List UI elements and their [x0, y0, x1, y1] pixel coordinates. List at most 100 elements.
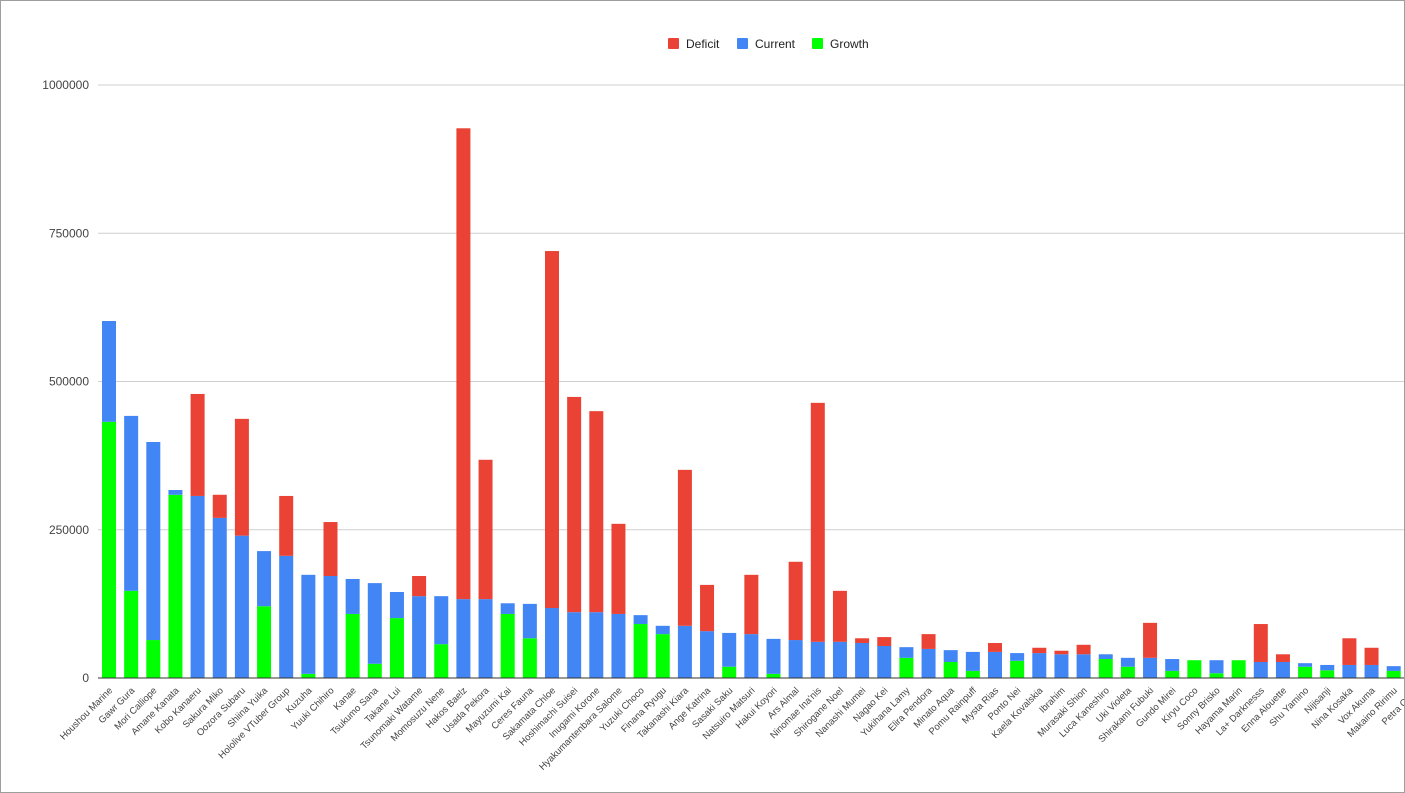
bar-current	[766, 638, 781, 674]
bar-current	[545, 608, 559, 678]
bar-deficit	[234, 418, 249, 536]
bar-current	[877, 645, 892, 678]
bar-current	[1209, 660, 1224, 674]
bar-growth	[1320, 670, 1335, 678]
bar-growth	[943, 661, 958, 678]
bar-current	[899, 647, 914, 658]
bar-deficit	[1076, 644, 1091, 655]
bar-deficit	[478, 459, 493, 600]
bar-growth	[633, 624, 648, 678]
bar-growth	[1165, 670, 1180, 678]
bar-current	[744, 634, 759, 678]
bar-growth	[1298, 666, 1313, 678]
bar-growth	[522, 638, 537, 678]
bar-deficit	[988, 643, 1002, 652]
bar-growth	[1209, 673, 1224, 678]
bar-current	[988, 651, 1002, 678]
bar-current	[1120, 657, 1135, 667]
bar-growth	[1231, 660, 1246, 678]
legend-label-current: Current	[755, 37, 796, 51]
bar-current	[1010, 653, 1025, 661]
bar-current	[788, 640, 803, 678]
bar-growth	[1386, 670, 1401, 678]
bar-current	[700, 631, 715, 678]
bar-current	[722, 632, 737, 667]
bar-deficit	[855, 638, 870, 644]
bar-growth	[766, 673, 781, 678]
bar-current	[810, 641, 825, 678]
bar-current	[965, 651, 980, 671]
bar-current	[434, 596, 449, 645]
bar-current	[589, 612, 604, 678]
bar-deficit	[190, 393, 205, 496]
y-tick-label: 0	[82, 671, 89, 685]
bar-growth	[434, 644, 449, 678]
bar-deficit	[279, 495, 294, 556]
bar-deficit	[456, 128, 471, 600]
bar-current	[478, 599, 493, 678]
bar-deficit	[832, 590, 847, 642]
bar-current	[1165, 659, 1180, 671]
bar-current	[234, 535, 249, 678]
bar-current	[655, 625, 670, 635]
bar-deficit	[545, 251, 559, 609]
bar-current	[301, 574, 316, 674]
bar-deficit	[744, 574, 759, 635]
bar-current	[921, 648, 936, 678]
bar-deficit	[589, 411, 604, 613]
bar-growth	[500, 613, 515, 678]
y-tick-label: 1000000	[42, 78, 89, 92]
legend-label-growth: Growth	[830, 37, 869, 51]
bar-current	[500, 603, 515, 614]
bar-current	[323, 576, 338, 678]
bar-current	[102, 321, 116, 422]
bar-current	[389, 592, 404, 619]
bar-growth	[722, 666, 737, 678]
bar-current	[1032, 653, 1047, 678]
bar-current	[1253, 661, 1268, 678]
bar-current	[1143, 657, 1158, 678]
bar-growth	[1187, 660, 1202, 678]
bar-deficit	[700, 584, 715, 632]
legend-swatch-growth	[812, 38, 823, 49]
bar-current	[855, 643, 870, 678]
bar-growth	[1098, 659, 1113, 678]
bar-current	[943, 650, 958, 662]
bar-current	[367, 583, 382, 664]
bar-deficit	[1253, 624, 1268, 662]
bar-current	[190, 495, 205, 678]
bar-deficit	[412, 576, 427, 597]
bar-growth	[124, 590, 139, 678]
bar-growth	[899, 657, 914, 678]
bar-current	[677, 625, 692, 678]
bar-current	[212, 517, 227, 678]
bar-current	[522, 603, 537, 639]
bar-current	[456, 599, 471, 678]
bar-growth	[965, 670, 980, 678]
y-tick-label: 500000	[49, 375, 89, 389]
bar-deficit	[921, 634, 936, 649]
bar-deficit	[1054, 650, 1069, 655]
bar-growth	[1120, 666, 1135, 678]
bar-current	[832, 641, 847, 678]
legend-swatch-current	[737, 38, 748, 49]
bar-growth	[1010, 660, 1025, 678]
bar-current	[1098, 654, 1113, 660]
bar-current	[1386, 666, 1401, 671]
bar-current	[1275, 661, 1290, 678]
bar-deficit	[323, 522, 338, 577]
bar-current	[345, 578, 360, 614]
bar-deficit	[677, 469, 692, 626]
bar-deficit	[1342, 638, 1357, 665]
bar-current	[1054, 654, 1069, 678]
bar-current	[168, 490, 183, 495]
bar-deficit	[1364, 647, 1379, 665]
bar-deficit	[611, 523, 626, 614]
bar-current	[633, 615, 648, 625]
bar-current	[1076, 654, 1091, 678]
y-tick-label: 250000	[49, 523, 89, 537]
bar-growth	[345, 613, 360, 678]
bar-growth	[146, 640, 161, 678]
